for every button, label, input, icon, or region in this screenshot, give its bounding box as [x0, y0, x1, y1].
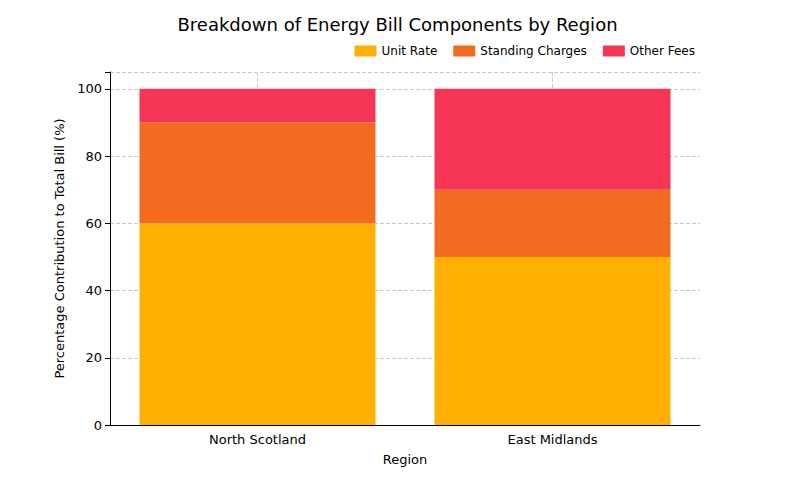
- svg-text:Standing Charges: Standing Charges: [480, 44, 587, 58]
- svg-text:40: 40: [85, 283, 102, 298]
- svg-text:0: 0: [94, 418, 102, 433]
- svg-text:Unit Rate: Unit Rate: [382, 44, 438, 58]
- svg-text:Percentage Contribution to Tot: Percentage Contribution to Total Bill (%…: [52, 118, 67, 378]
- svg-text:East Midlands: East Midlands: [507, 432, 597, 447]
- svg-text:60: 60: [85, 216, 102, 231]
- svg-text:Breakdown of Energy Bill Compo: Breakdown of Energy Bill Components by R…: [177, 14, 617, 35]
- svg-text:Other Fees: Other Fees: [630, 44, 695, 58]
- svg-text:100: 100: [77, 81, 102, 96]
- svg-text:80: 80: [85, 149, 102, 164]
- svg-text:North Scotland: North Scotland: [209, 432, 306, 447]
- svg-text:20: 20: [85, 350, 102, 365]
- svg-text:Region: Region: [383, 452, 428, 467]
